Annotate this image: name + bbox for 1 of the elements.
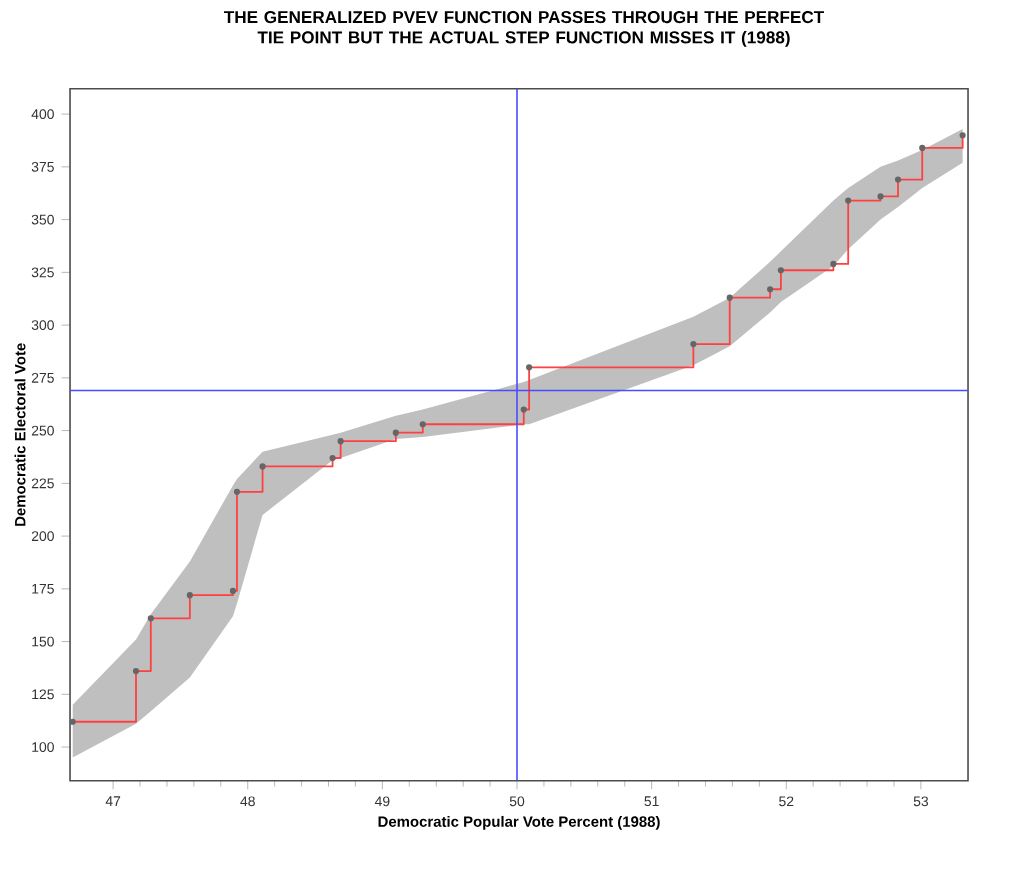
chart-title: THE GENERALIZED PVEV FUNCTION PASSES THROUGH THE PERFECT TIE POINT BUT THE ACTUAL STEP FUNCTION MISSES IT (1988) bbox=[223, 11, 825, 47]
